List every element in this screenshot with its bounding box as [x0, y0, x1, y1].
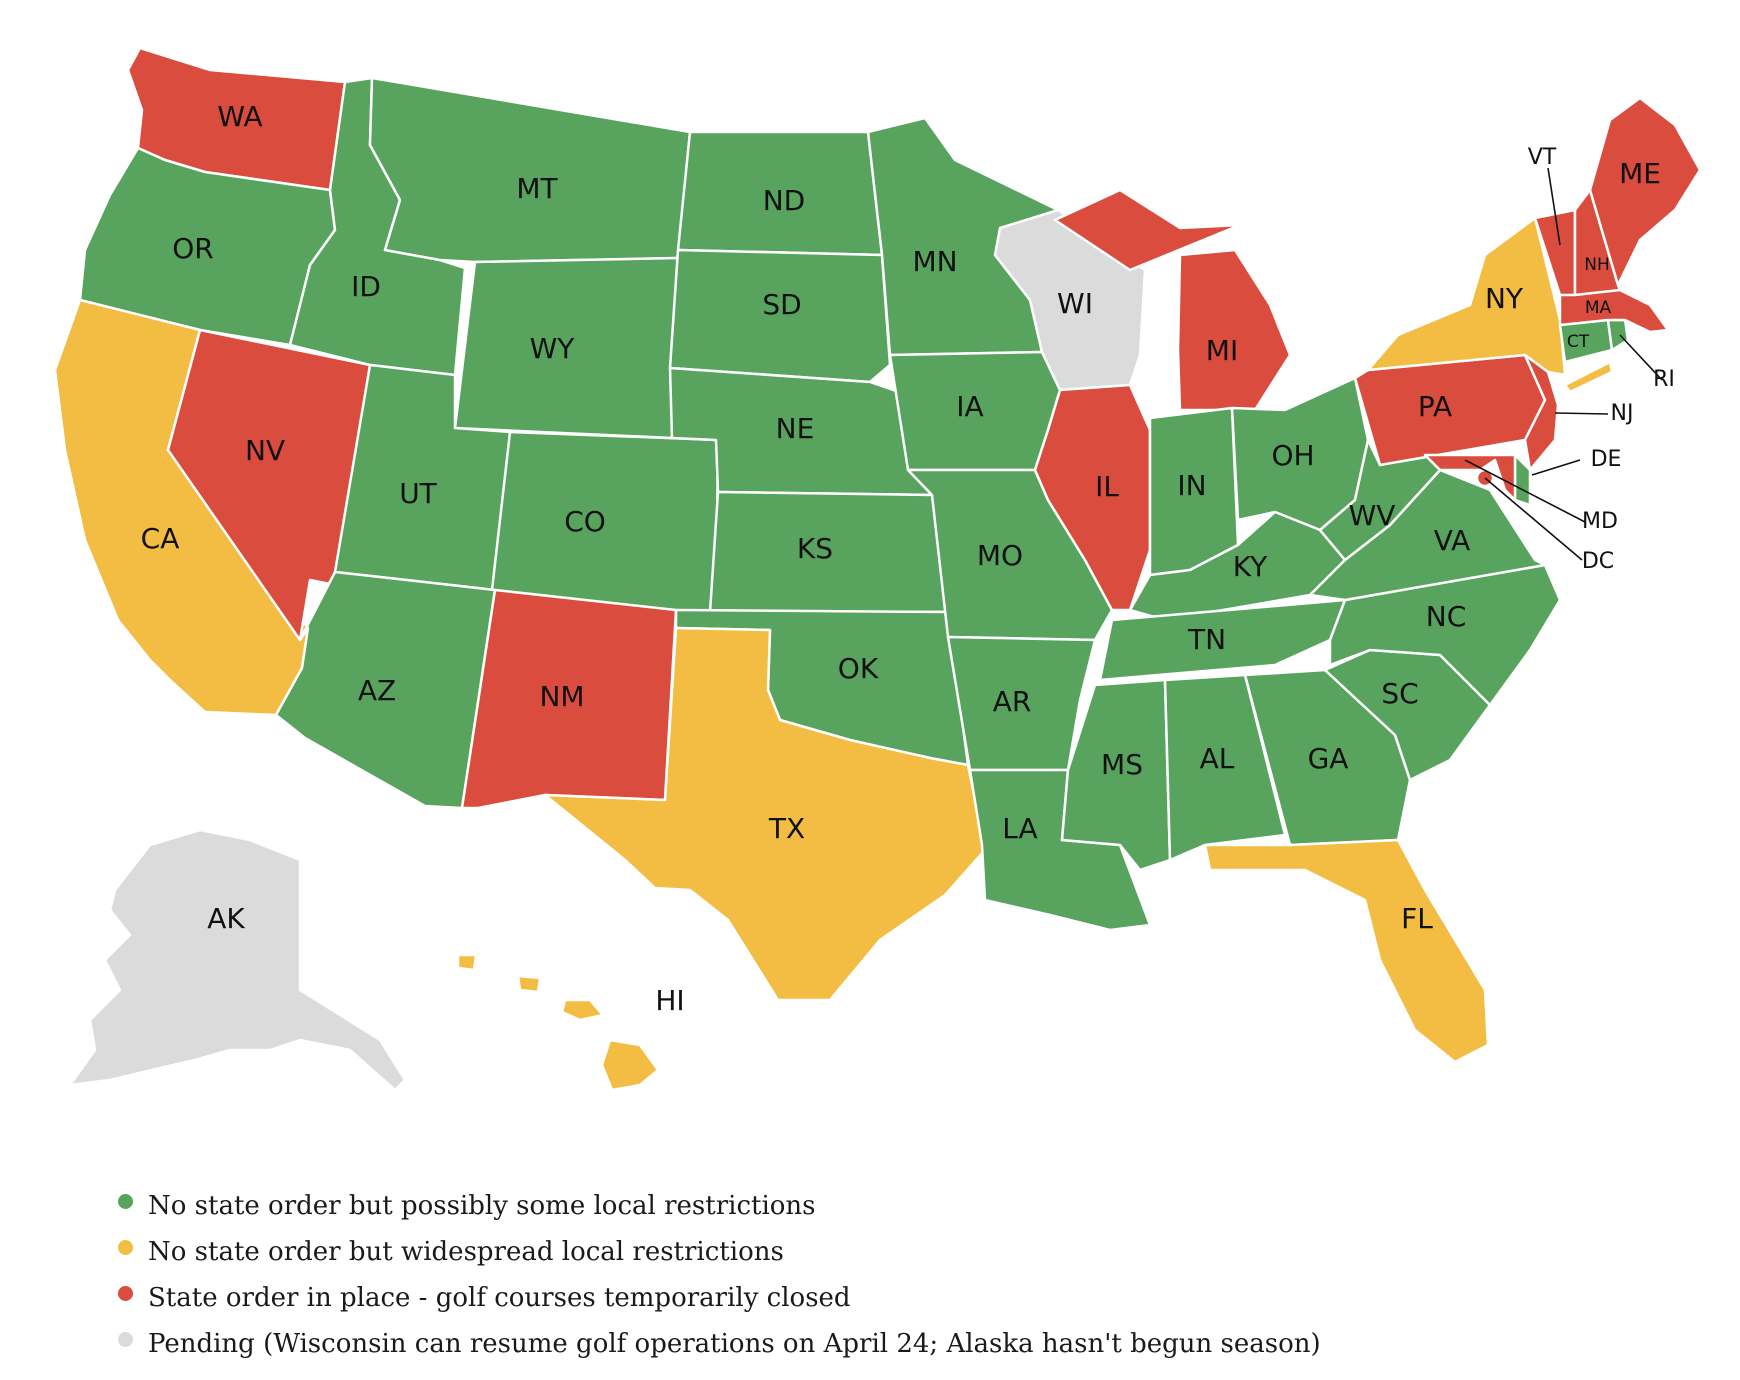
legend-label: State order in place - golf courses temp…: [148, 1283, 851, 1313]
label-SD: SD: [762, 288, 801, 321]
state-MA: [1558, 288, 1670, 334]
label-NM: NM: [539, 680, 584, 713]
state-MD: [1423, 453, 1517, 502]
state-HI-big: [600, 1038, 660, 1092]
label-VT: VT: [1528, 145, 1557, 170]
label-KS: KS: [797, 532, 833, 565]
state-NH: [1573, 188, 1622, 297]
legend-label: Pending (Wisconsin can resume golf opera…: [148, 1329, 1321, 1359]
label-NE: NE: [776, 412, 815, 445]
label-IL: IL: [1095, 470, 1119, 503]
label-TX: TX: [768, 812, 805, 845]
legend-swatch: [118, 1286, 133, 1301]
label-AK: AK: [207, 902, 245, 935]
label-VA: VA: [1434, 524, 1471, 557]
label-OH: OH: [1271, 439, 1314, 472]
label-MO: MO: [977, 539, 1023, 572]
state-MI-lower: [1176, 248, 1292, 412]
label-WV: WV: [1349, 499, 1396, 532]
label-WY: WY: [530, 332, 576, 365]
label-MA: MA: [1585, 298, 1612, 318]
state-HI-oahu: [516, 974, 542, 994]
label-MT: MT: [516, 172, 558, 205]
legend-swatch: [118, 1332, 133, 1347]
legend-swatch: [118, 1194, 133, 1209]
label-ME: ME: [1619, 157, 1661, 190]
label-OR: OR: [172, 232, 214, 265]
label-IN: IN: [1177, 469, 1206, 502]
legend-swatch: [118, 1240, 133, 1255]
state-NY: [1366, 216, 1567, 377]
label-PA: PA: [1418, 390, 1452, 423]
state-TX: [543, 626, 987, 1002]
state-IL: [1033, 383, 1152, 612]
state-MT: [368, 76, 692, 264]
state-HI-maui: [560, 998, 605, 1022]
label-CT: CT: [1567, 332, 1590, 352]
label-AZ: AZ: [358, 674, 396, 707]
label-GA: GA: [1308, 742, 1349, 775]
label-FL: FL: [1401, 902, 1433, 935]
label-OK: OK: [838, 652, 879, 685]
label-LA: LA: [1002, 812, 1037, 845]
callout-line-NJ: [1554, 412, 1609, 415]
state-SD: [668, 248, 892, 384]
label-AR: AR: [993, 685, 1032, 718]
legend-label: No state order but widespread local rest…: [148, 1237, 784, 1267]
state-TN: [1098, 598, 1347, 682]
label-TN: TN: [1187, 623, 1226, 656]
label-HI: HI: [655, 984, 684, 1017]
state-RI: [1606, 318, 1630, 352]
state-FL: [1203, 838, 1490, 1064]
state-labels: WA OR CA NV ID MT WY UT CO AZ NM ND SD N…: [141, 100, 1675, 1017]
label-NY: NY: [1485, 282, 1524, 315]
label-NC: NC: [1426, 600, 1467, 633]
label-CO: CO: [564, 505, 606, 538]
state-AR: [946, 635, 1097, 772]
label-CA: CA: [141, 522, 180, 555]
callout-line-RI: [1619, 334, 1663, 381]
callout-lines: [1464, 167, 1663, 561]
state-NJ: [1523, 353, 1560, 472]
callout-line-DE: [1531, 459, 1581, 476]
label-MS: MS: [1101, 748, 1143, 781]
callout-line-MD: [1464, 459, 1586, 523]
label-AL: AL: [1200, 742, 1235, 775]
state-HI-kauai: [456, 953, 478, 972]
label-NJ: NJ: [1611, 401, 1634, 426]
label-NH: NH: [1584, 255, 1610, 275]
state-MI: [1053, 188, 1242, 272]
state-NY-li: [1563, 360, 1614, 394]
state-ME: [1588, 96, 1702, 287]
callout-line-VT: [1547, 167, 1561, 246]
state-AK: [68, 828, 407, 1092]
state-KY: [1128, 510, 1347, 622]
label-KY: KY: [1233, 550, 1268, 583]
callout-line-DC: [1484, 477, 1583, 561]
label-WI: WI: [1057, 287, 1093, 320]
label-DC: DC: [1582, 549, 1614, 574]
label-MD: MD: [1582, 509, 1618, 534]
label-RI: RI: [1653, 367, 1675, 392]
label-MI: MI: [1206, 334, 1238, 367]
states-layer: [53, 46, 1702, 1092]
label-MN: MN: [912, 245, 957, 278]
label-SC: SC: [1381, 677, 1418, 710]
label-DE: DE: [1591, 447, 1622, 472]
label-ND: ND: [763, 184, 806, 217]
label-IA: IA: [956, 390, 983, 423]
legend-label: No state order but possibly some local r…: [148, 1191, 816, 1221]
label-UT: UT: [399, 477, 437, 510]
label-ID: ID: [351, 270, 381, 303]
label-NV: NV: [245, 434, 285, 467]
state-AL: [1163, 673, 1287, 862]
label-WA: WA: [217, 100, 262, 133]
